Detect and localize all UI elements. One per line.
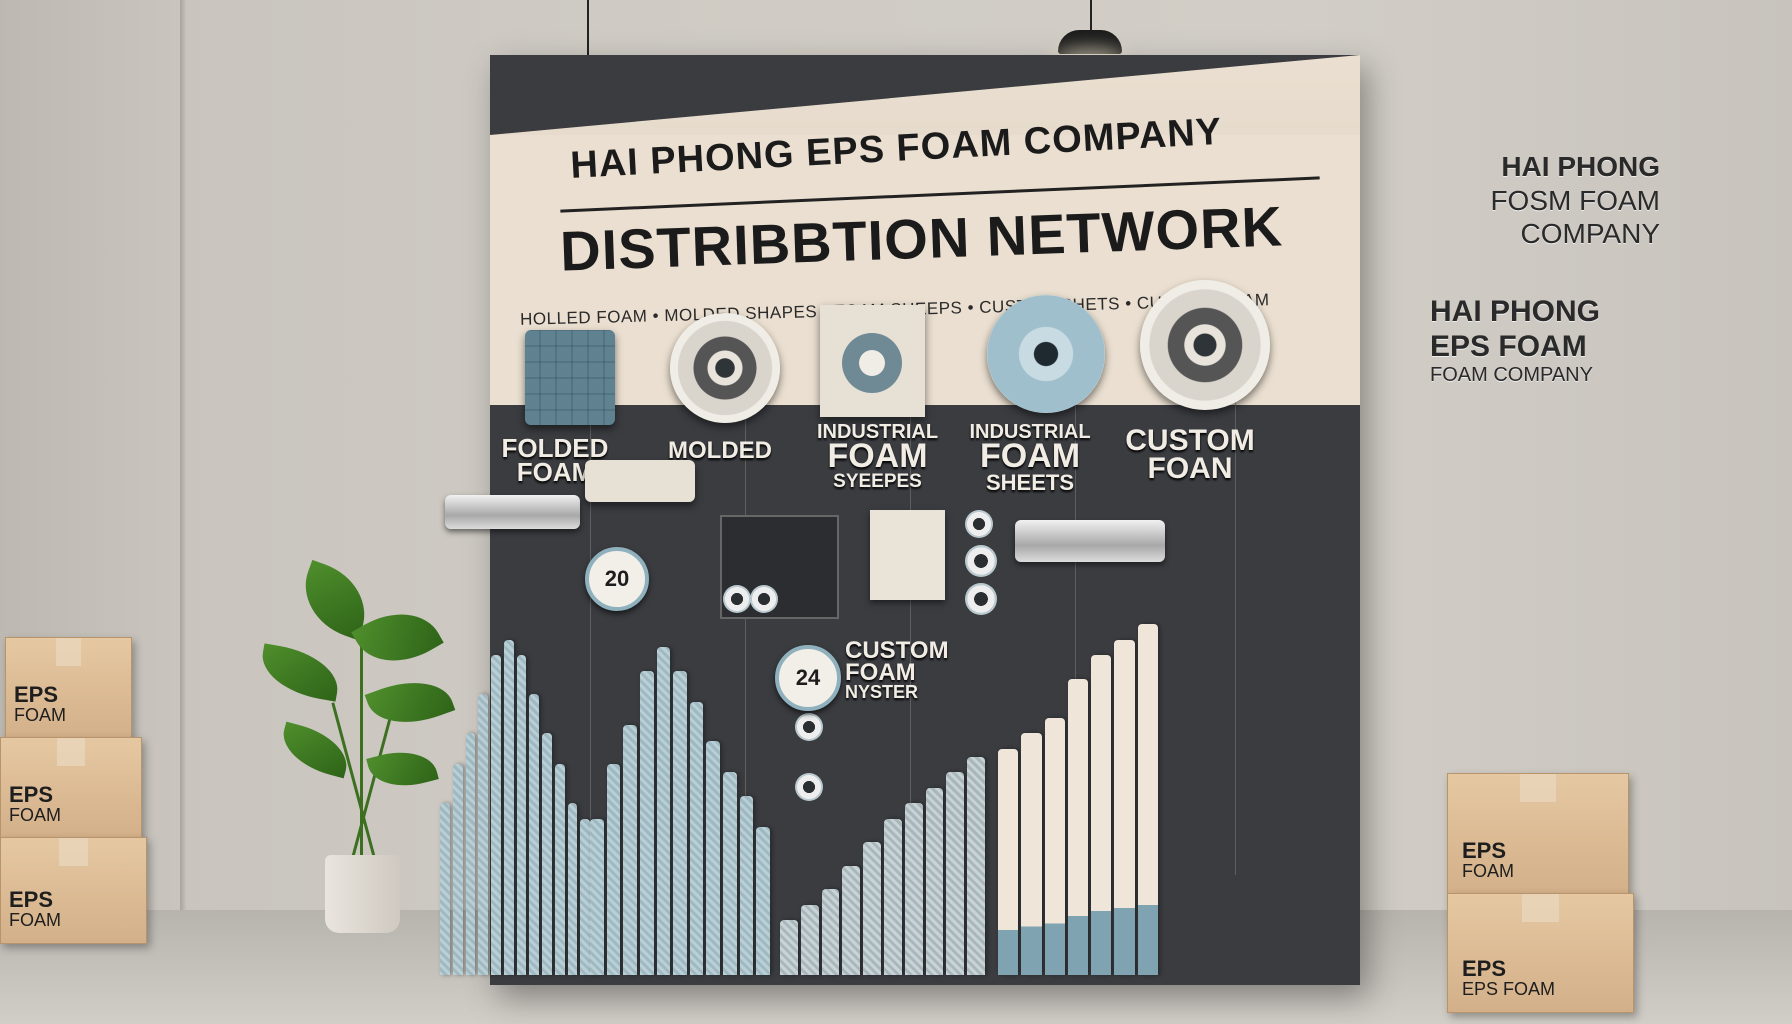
foam-column: [946, 772, 965, 975]
bar-group-custom: [998, 585, 1158, 975]
foam-column: [739, 795, 754, 975]
foam-column: [639, 670, 654, 975]
foam-column: [1044, 717, 1065, 975]
foam-column: [491, 655, 501, 975]
foam-column: [925, 787, 944, 975]
foam-ring-pair: [750, 585, 778, 613]
foam-column: [756, 826, 770, 975]
foam-column: [1067, 678, 1089, 975]
foam-column: [673, 670, 687, 975]
custom-foam-disc-icon: [1140, 280, 1270, 410]
category-label: FOLDED FOAM: [501, 433, 609, 487]
wall-text-eps: HAI PHONG EPS FOAM FOAM COMPANY: [1430, 295, 1601, 386]
foam-column: [503, 639, 514, 975]
count-badge: 20: [585, 547, 649, 611]
foam-column: [706, 741, 721, 975]
foam-column: [452, 764, 463, 975]
foam-ring: [965, 583, 997, 615]
foam-column: [529, 694, 539, 975]
bar-group-industrial: [780, 585, 985, 975]
eps-foam-box: EPS FOAM: [0, 737, 142, 839]
industrial-foam-square-icon: [820, 305, 925, 417]
foam-column: [800, 904, 819, 975]
foam-column: [465, 733, 476, 975]
category-label: MOLDED: [668, 437, 772, 464]
spec-sheet: [870, 510, 945, 600]
eps-foam-box: EPS FOAM: [1447, 773, 1629, 895]
foam-column: [967, 756, 985, 975]
foam-ring: [795, 713, 823, 741]
foam-column: [623, 725, 637, 975]
foam-column: [842, 865, 861, 975]
eps-foam-box: EPS FOAM: [5, 637, 132, 739]
foam-column: [863, 842, 881, 975]
foam-column: [1091, 655, 1112, 975]
foam-column: [723, 772, 737, 975]
foam-column: [1114, 639, 1135, 975]
grid-line: [1235, 355, 1236, 875]
category-label: INDUSTRIAL FOAM SHEETS: [969, 421, 1091, 495]
grid-line: [1075, 355, 1076, 875]
foam-column: [440, 803, 450, 975]
bar-group-folded: [440, 585, 590, 975]
distribution-banner: HAI PHONG EPS FOAM COMPANY DISTRIBBTION …: [440, 55, 1360, 985]
folded-rail: [445, 495, 580, 529]
foam-column: [516, 655, 527, 975]
bar-group-molded: [590, 585, 770, 975]
custom-rail: [1015, 520, 1165, 562]
foam-column: [780, 920, 798, 975]
foam-column: [656, 647, 671, 975]
grid-line: [590, 355, 591, 875]
foam-column: [884, 819, 902, 975]
foam-column: [904, 803, 923, 975]
foam-ring-pair: [723, 585, 751, 613]
custom-foam-system-label: CUSTOM FOAM NYSTER: [845, 637, 949, 703]
folded-foam-block-icon: [525, 330, 615, 425]
foam-column: [478, 694, 488, 975]
control-panel: [720, 515, 839, 619]
wall-corner: [180, 0, 186, 920]
foam-column: [1021, 733, 1042, 975]
foam-column: [542, 733, 552, 975]
foam-column: [606, 764, 621, 975]
molded-shapes-tray: [585, 460, 695, 502]
plant-pot: [325, 855, 400, 933]
foam-column: [554, 764, 565, 975]
foam-ring: [795, 773, 823, 801]
molded-disc-icon: [670, 313, 780, 423]
foam-ring: [965, 545, 997, 577]
foam-column: [689, 702, 704, 975]
category-label: INDUSTRIAL FOAM SYEEPES: [816, 421, 939, 492]
eps-foam-box: EPS EPS FOAM: [1447, 893, 1634, 1013]
foam-column: [590, 819, 604, 975]
foam-column: [580, 819, 590, 975]
wall-text-company: HAI PHONG FOSM FOAM COMPANY: [1490, 151, 1660, 250]
grid-line: [910, 355, 911, 875]
industrial-sheet-disc-icon: [987, 295, 1105, 413]
eps-foam-box: EPS FOAM: [0, 837, 147, 944]
category-label: CUSTOM FOAN: [1125, 424, 1255, 485]
foam-column: [998, 748, 1019, 975]
foam-column: [821, 889, 840, 975]
foam-ring: [965, 510, 993, 538]
foam-column: [1137, 624, 1158, 975]
foam-column: [567, 803, 578, 975]
count-badge: 24: [775, 645, 841, 711]
